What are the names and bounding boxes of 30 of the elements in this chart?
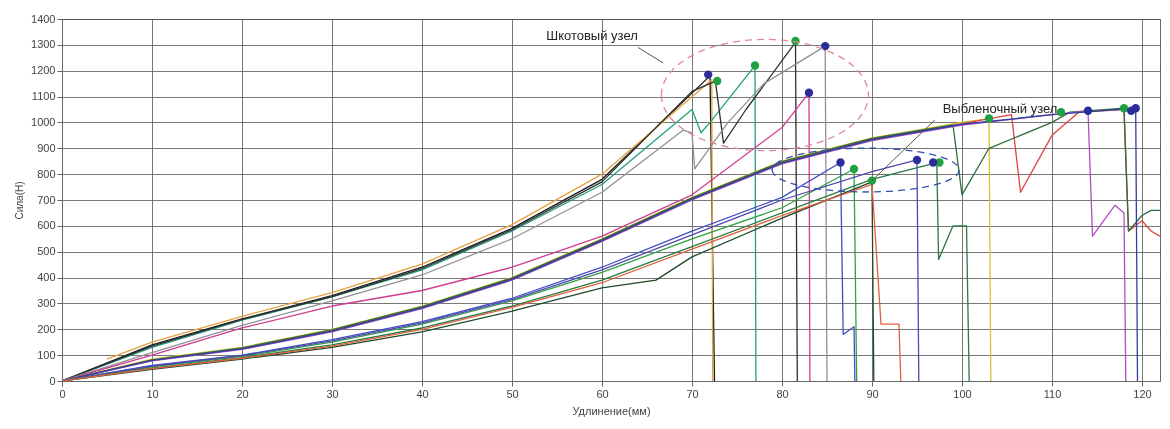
x-axis-title: Удлинение(мм) — [572, 404, 651, 417]
x-tick-label: 0 — [59, 387, 66, 400]
y-tick-label: 800 — [37, 167, 56, 180]
x-tick-label: 90 — [866, 387, 879, 400]
x-tick-label: 30 — [326, 387, 339, 400]
y-tick-label: 1300 — [31, 38, 56, 51]
x-tick-label: 60 — [596, 387, 609, 400]
y-tick-label: 700 — [37, 193, 56, 206]
y-axis-title: Сила(Н) — [14, 181, 26, 220]
y-tick-label: 100 — [37, 348, 56, 361]
x-tick-label: 80 — [776, 387, 789, 400]
y-tick-label: 1400 — [31, 12, 56, 25]
x-tick-label: 10 — [146, 387, 159, 400]
x-tick-label: 70 — [686, 387, 699, 400]
x-tick-label: 120 — [1133, 387, 1152, 400]
x-tick-label: 40 — [416, 387, 429, 400]
y-tick-label: 0 — [49, 374, 56, 387]
x-tick-label: 100 — [953, 387, 972, 400]
y-tick-label: 1000 — [31, 115, 56, 128]
y-tick-label: 900 — [37, 141, 56, 154]
y-tick-label: 200 — [37, 322, 56, 335]
y-tick-label: 1100 — [31, 90, 56, 103]
y-tick-label: 300 — [37, 296, 56, 309]
y-tick-label: 1200 — [31, 64, 56, 77]
y-tick-label: 500 — [37, 245, 56, 258]
x-tick-label: 20 — [236, 387, 249, 400]
y-tick-label: 600 — [37, 219, 56, 232]
x-tick-label: 50 — [506, 387, 519, 400]
y-tick-label: 400 — [37, 271, 56, 284]
x-tick-label: 110 — [1043, 387, 1062, 400]
